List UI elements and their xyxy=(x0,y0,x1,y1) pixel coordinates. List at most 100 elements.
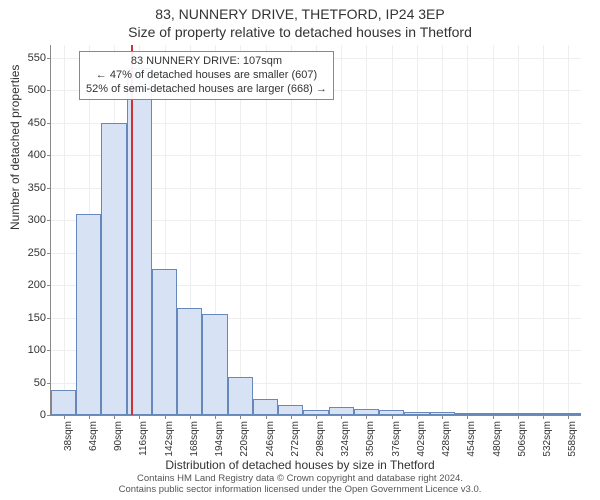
y-tick-label: 0 xyxy=(6,409,46,421)
gridline-vertical xyxy=(291,45,292,415)
annotation-line: 52% of semi-detached houses are larger (… xyxy=(86,83,327,97)
histogram-bar xyxy=(556,413,581,415)
x-tick-label: 246sqm xyxy=(265,421,276,461)
y-tick-mark xyxy=(47,220,51,221)
histogram-bar xyxy=(455,413,480,415)
x-tick-label: 480sqm xyxy=(492,421,503,461)
histogram-bar xyxy=(531,413,556,415)
x-tick-label: 168sqm xyxy=(189,421,200,461)
annotation-line: 83 NUNNERY DRIVE: 107sqm xyxy=(86,55,327,69)
x-tick-label: 558sqm xyxy=(567,421,578,461)
gridline-vertical xyxy=(417,45,418,415)
x-tick-label: 142sqm xyxy=(164,421,175,461)
y-tick-mark xyxy=(47,155,51,156)
gridline-vertical xyxy=(366,45,367,415)
y-tick-mark xyxy=(47,188,51,189)
footer-line: Contains public sector information licen… xyxy=(0,485,600,496)
histogram-bar xyxy=(152,269,177,415)
plot-area: 83 NUNNERY DRIVE: 107sqm ← 47% of detach… xyxy=(50,45,581,416)
histogram-bar xyxy=(101,123,126,415)
x-tick-mark xyxy=(392,415,393,419)
y-tick-label: 550 xyxy=(6,52,46,64)
gridline-vertical xyxy=(518,45,519,415)
gridline-vertical xyxy=(64,45,65,415)
x-tick-label: 350sqm xyxy=(365,421,376,461)
x-tick-mark xyxy=(139,415,140,419)
y-tick-mark xyxy=(47,285,51,286)
y-tick-mark xyxy=(47,253,51,254)
chart-subtitle: Size of property relative to detached ho… xyxy=(0,24,600,40)
histogram-bar xyxy=(329,407,354,415)
histogram-bar xyxy=(253,399,278,415)
gridline-vertical xyxy=(543,45,544,415)
page-title: 83, NUNNERY DRIVE, THETFORD, IP24 3EP xyxy=(0,6,600,22)
x-tick-mark xyxy=(64,415,65,419)
x-tick-label: 298sqm xyxy=(315,421,326,461)
gridline-vertical xyxy=(392,45,393,415)
y-tick-mark xyxy=(47,350,51,351)
histogram-bar xyxy=(51,390,76,415)
y-tick-mark xyxy=(47,123,51,124)
y-tick-label: 50 xyxy=(6,377,46,389)
gridline-vertical xyxy=(266,45,267,415)
gridline-vertical xyxy=(442,45,443,415)
x-tick-mark xyxy=(467,415,468,419)
histogram-bar xyxy=(303,410,328,415)
x-tick-mark xyxy=(215,415,216,419)
annotation-line: ← 47% of detached houses are smaller (60… xyxy=(86,69,327,83)
y-tick-mark xyxy=(47,58,51,59)
x-tick-mark xyxy=(190,415,191,419)
x-tick-mark xyxy=(493,415,494,419)
x-tick-label: 324sqm xyxy=(340,421,351,461)
histogram-bar xyxy=(278,405,303,415)
x-tick-mark xyxy=(568,415,569,419)
x-tick-label: 90sqm xyxy=(113,421,124,461)
y-tick-mark xyxy=(47,383,51,384)
y-tick-label: 450 xyxy=(6,117,46,129)
x-tick-mark xyxy=(543,415,544,419)
x-tick-mark xyxy=(442,415,443,419)
y-tick-label: 100 xyxy=(6,344,46,356)
footer-attribution: Contains HM Land Registry data © Crown c… xyxy=(0,474,600,496)
y-tick-label: 350 xyxy=(6,182,46,194)
histogram-bar xyxy=(379,410,404,415)
x-tick-label: 532sqm xyxy=(542,421,553,461)
histogram-bar xyxy=(354,409,379,415)
x-tick-label: 376sqm xyxy=(391,421,402,461)
gridline-vertical xyxy=(341,45,342,415)
x-tick-label: 38sqm xyxy=(63,421,74,461)
x-tick-label: 506sqm xyxy=(517,421,528,461)
x-tick-mark xyxy=(165,415,166,419)
y-tick-mark xyxy=(47,90,51,91)
x-tick-mark xyxy=(316,415,317,419)
y-tick-mark xyxy=(47,415,51,416)
x-tick-label: 64sqm xyxy=(88,421,99,461)
histogram-bar xyxy=(430,412,455,415)
x-tick-mark xyxy=(518,415,519,419)
gridline-vertical xyxy=(467,45,468,415)
y-tick-label: 150 xyxy=(6,312,46,324)
annotation-box: 83 NUNNERY DRIVE: 107sqm ← 47% of detach… xyxy=(79,51,334,100)
x-tick-mark xyxy=(89,415,90,419)
x-tick-label: 272sqm xyxy=(290,421,301,461)
histogram-bar xyxy=(404,412,429,415)
x-tick-mark xyxy=(417,415,418,419)
y-tick-label: 200 xyxy=(6,279,46,291)
x-tick-mark xyxy=(341,415,342,419)
gridline-vertical xyxy=(316,45,317,415)
x-tick-label: 220sqm xyxy=(239,421,250,461)
x-tick-mark xyxy=(291,415,292,419)
y-tick-mark xyxy=(47,318,51,319)
histogram-bar xyxy=(202,314,227,415)
x-tick-label: 194sqm xyxy=(214,421,225,461)
x-tick-label: 428sqm xyxy=(441,421,452,461)
x-tick-mark xyxy=(240,415,241,419)
x-tick-mark xyxy=(114,415,115,419)
histogram-bar xyxy=(228,377,253,415)
histogram-bar xyxy=(505,413,530,415)
histogram-bar xyxy=(76,214,101,415)
histogram-bar xyxy=(480,413,505,415)
y-tick-label: 250 xyxy=(6,247,46,259)
x-tick-mark xyxy=(366,415,367,419)
y-tick-label: 500 xyxy=(6,84,46,96)
